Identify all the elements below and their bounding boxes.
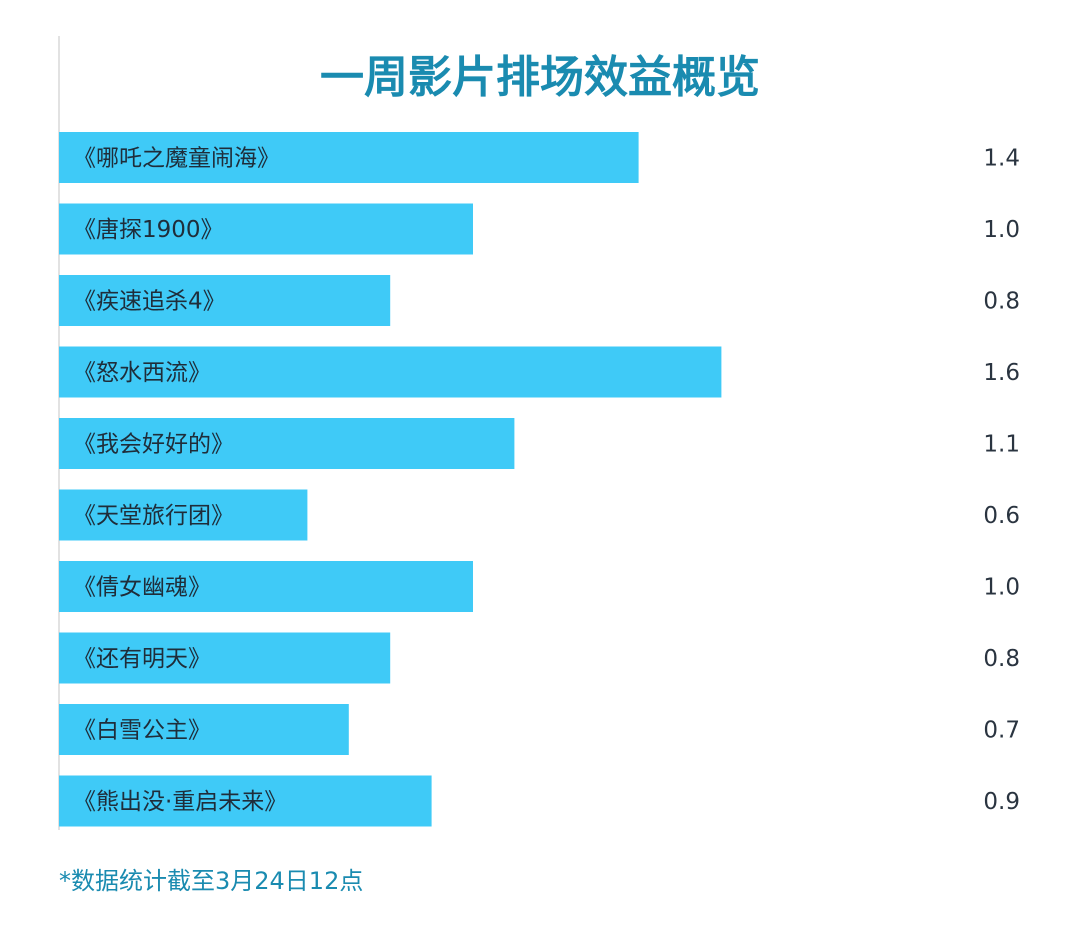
value-label-5: 0.6: [983, 503, 1020, 529]
bar-9: [59, 775, 432, 827]
chart-title: 一周影片排场效益概览: [320, 52, 760, 103]
value-label-0: 1.4: [983, 146, 1020, 172]
value-label-8: 0.7: [983, 718, 1020, 744]
bar-4: [59, 418, 515, 469]
value-label-4: 1.1: [983, 432, 1020, 458]
category-label-0: 《哪吒之魔童闹海》: [73, 146, 280, 172]
category-label-9: 《熊出没·重启未来》: [73, 789, 287, 815]
bars-group: [59, 132, 722, 827]
value-label-9: 0.9: [983, 789, 1020, 815]
category-label-8: 《白雪公主》: [73, 718, 211, 744]
bar-8: [59, 704, 349, 755]
category-label-4: 《我会好好的》: [73, 432, 234, 458]
bar-6: [59, 561, 473, 612]
bar-1: [59, 203, 473, 255]
value-labels-group: 1.4 1.0 0.8 1.6 1.1 0.6 1.0 0.8 0.7 0.9: [983, 146, 1020, 816]
bar-2: [59, 275, 391, 326]
category-label-3: 《怒水西流》: [73, 360, 211, 386]
value-label-6: 1.0: [983, 575, 1020, 601]
value-label-2: 0.8: [983, 289, 1020, 315]
bar-3: [59, 346, 722, 398]
category-label-1: 《唐探1900》: [73, 217, 224, 243]
footnote: *数据统计截至3月24日12点: [59, 867, 363, 895]
category-label-6: 《倩女幽魂》: [73, 575, 211, 601]
bar-7: [59, 632, 391, 684]
bar-5: [59, 489, 308, 541]
category-label-5: 《天堂旅行团》: [73, 503, 234, 529]
value-label-7: 0.8: [983, 646, 1020, 672]
bar-0: [59, 132, 639, 183]
category-label-7: 《还有明天》: [73, 646, 211, 672]
category-labels-group: 《哪吒之魔童闹海》《唐探1900》《疾速追杀4》《怒水西流》《我会好好的》《天堂…: [73, 146, 287, 816]
value-label-3: 1.6: [983, 360, 1020, 386]
value-label-1: 1.0: [983, 217, 1020, 243]
category-label-2: 《疾速追杀4》: [73, 289, 226, 315]
